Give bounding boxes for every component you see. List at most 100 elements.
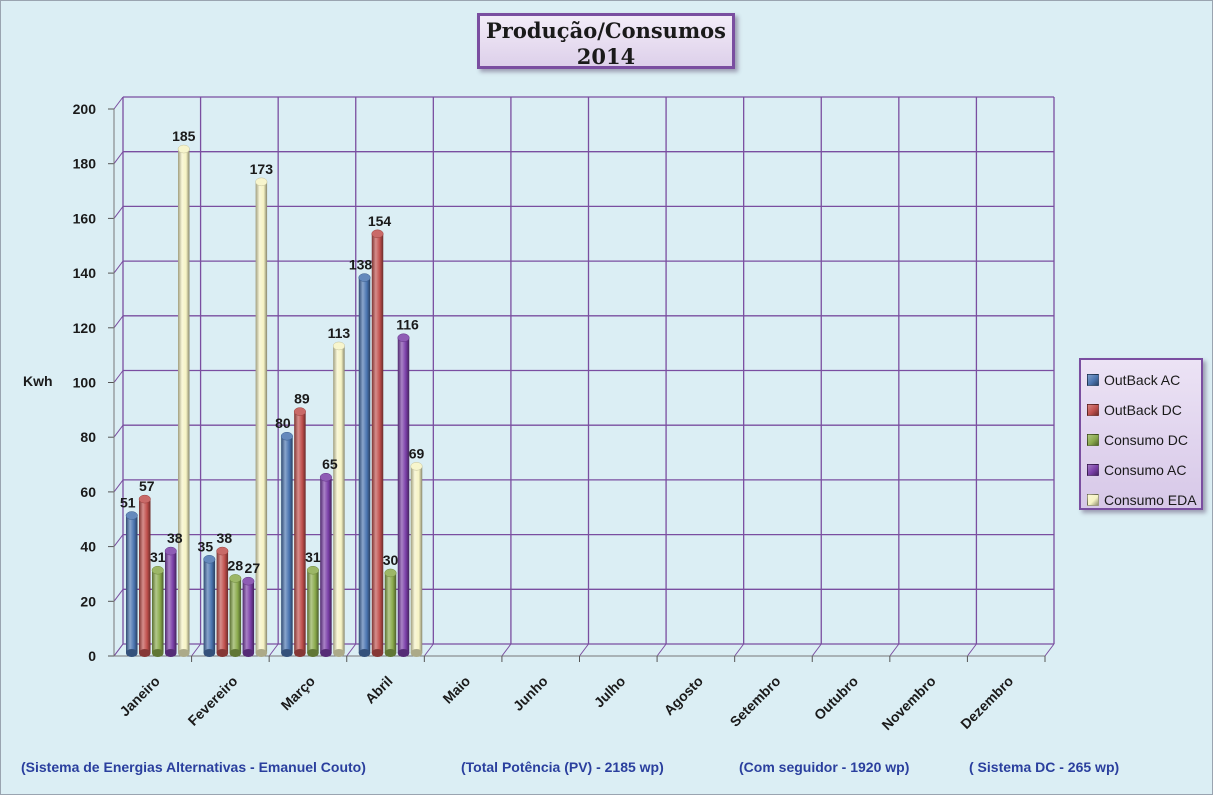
gridline-floor (501, 643, 512, 657)
legend-swatch (1087, 374, 1099, 386)
y-tick-label: 140 (73, 265, 97, 281)
gridline-side (113, 151, 124, 164)
data-label: 30 (383, 552, 399, 568)
data-label: 57 (139, 478, 155, 494)
data-label: 35 (198, 538, 214, 554)
legend-item: OutBack DC (1087, 395, 1201, 425)
legend-item: Consumo AC (1087, 455, 1201, 485)
gridline-floor (734, 643, 745, 657)
legend-label: Consumo DC (1104, 432, 1189, 448)
bar (332, 341, 345, 657)
bar (293, 407, 306, 657)
y-tick-label: 80 (80, 429, 96, 445)
gridline-side (113, 260, 124, 274)
data-label: 113 (328, 325, 351, 341)
data-label: 185 (172, 128, 196, 144)
data-label: 173 (250, 161, 274, 177)
bar-chart: 0 20 40 60 80 100 120 140 160 180 200 Janeiro Fevere… (23, 96, 1055, 733)
gridline-floor (113, 643, 124, 657)
legend-swatch (1087, 464, 1099, 476)
x-tick-label: Julho (591, 673, 629, 711)
bar (229, 574, 242, 657)
bar (384, 568, 397, 657)
bars (125, 144, 423, 657)
gridline-floor (1044, 643, 1055, 657)
y-tick-label: 100 (73, 375, 97, 391)
gridline-side (113, 588, 124, 602)
data-label: 138 (349, 257, 373, 273)
bar (216, 546, 229, 657)
legend-swatch (1087, 494, 1099, 506)
bar (358, 273, 371, 657)
gridline-side (113, 315, 124, 329)
y-tick-label: 180 (73, 156, 97, 172)
gridline-side (113, 96, 124, 110)
x-tick-label: Setembro (727, 673, 784, 730)
bar (280, 431, 293, 657)
legend-item: Consumo EDA (1087, 485, 1201, 515)
bar (397, 333, 410, 657)
bar (138, 494, 151, 657)
data-label: 27 (245, 560, 261, 576)
y-tick-label: 0 (88, 648, 96, 664)
x-tick-label: Junho (510, 673, 551, 714)
legend: OutBack AC OutBack DC Consumo DC Consumo AC… (1079, 358, 1203, 510)
gridline-floor (346, 643, 357, 657)
gridline-floor (191, 643, 201, 657)
plot-grid (113, 96, 1055, 657)
chart-title-box: Produção/Consumos 2014 (477, 13, 735, 69)
x-tick-label: Novembro (878, 673, 938, 733)
data-label: 38 (167, 530, 183, 546)
legend-swatch (1087, 434, 1099, 446)
x-tick-label: Abril (362, 673, 396, 707)
bar (125, 511, 138, 657)
x-tick-label: Fevereiro (185, 673, 241, 729)
chart-title: Produção/Consumos (485, 18, 726, 43)
bar (371, 229, 384, 657)
data-label: 80 (275, 415, 291, 431)
gridline-floor (889, 643, 900, 657)
bar (177, 144, 190, 657)
y-tick-label: 40 (80, 539, 96, 555)
legend-label: Consumo EDA (1104, 492, 1197, 508)
gridline-side (113, 370, 124, 383)
legend-swatch (1087, 404, 1099, 416)
data-label: 31 (150, 549, 166, 565)
data-label: 69 (409, 445, 425, 461)
legend-label: OutBack AC (1104, 372, 1181, 388)
gridline-floor (268, 643, 279, 657)
gridline-side (113, 479, 124, 493)
bar (203, 555, 216, 657)
data-label: 28 (228, 557, 244, 573)
data-label: 31 (305, 549, 321, 565)
bar (255, 177, 268, 657)
x-tick-label: Janeiro (116, 673, 163, 720)
gridline-floor (423, 643, 434, 657)
gridline-side (113, 424, 124, 438)
gridline-floor (656, 643, 667, 657)
bar (151, 565, 164, 657)
footer-tracker: (Com seguidor - 1920 wp) (739, 759, 910, 775)
bar (306, 565, 319, 657)
x-tick-label: Dezembro (957, 673, 1016, 732)
x-tick-label: Março (278, 673, 318, 713)
bar (410, 462, 423, 657)
chart-subtitle: 2014 (576, 44, 636, 69)
bar (164, 546, 177, 657)
bar (319, 472, 332, 657)
y-tick-label: 160 (73, 210, 97, 226)
footer-dc-system: ( Sistema DC - 265 wp) (969, 759, 1120, 775)
y-tick-label: 120 (73, 320, 97, 336)
gridline-side (113, 534, 124, 547)
gridline-floor (811, 643, 822, 657)
footer-total-power: (Total Potência (PV) - 2185 wp) (461, 759, 664, 775)
legend-item: OutBack AC (1087, 365, 1201, 395)
bar (242, 576, 255, 657)
footer-system: (Sistema de Energias Alternativas - Eman… (21, 759, 366, 775)
x-tick-label: Maio (439, 673, 473, 707)
data-label: 65 (322, 456, 338, 472)
y-axis-label: Kwh (23, 373, 53, 389)
y-tick-label: 60 (80, 484, 96, 500)
